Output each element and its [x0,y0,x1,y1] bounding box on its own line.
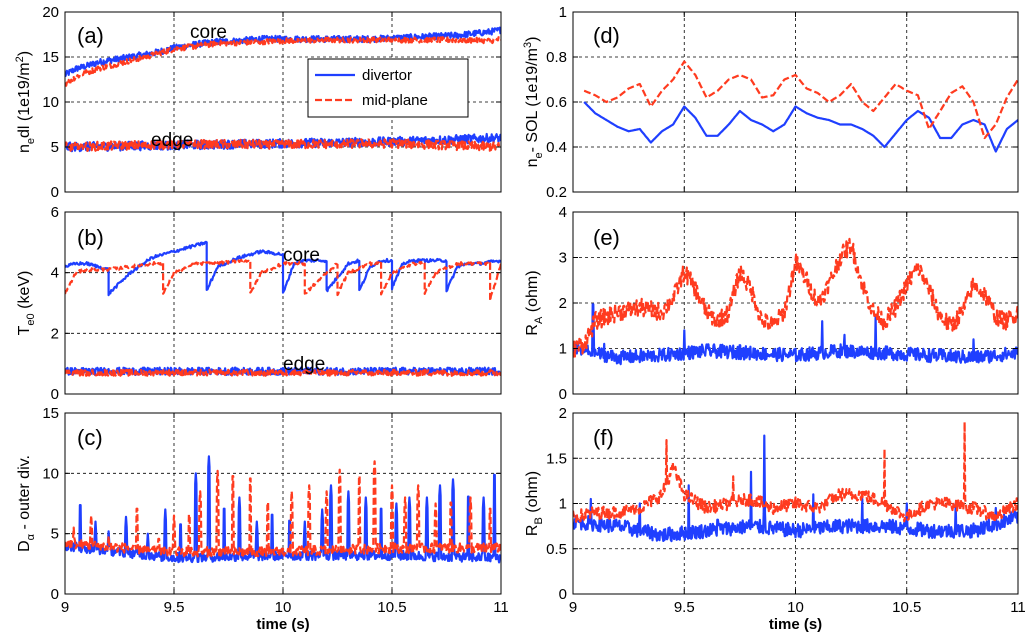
x-tick-label: 10.5 [892,599,921,616]
x-tick-label: 11 [1010,599,1026,616]
y-tick-label: 15 [42,49,59,66]
series-divertor-line [583,101,1018,153]
y-axis-label: nedl (1e19/m2) [14,51,37,153]
y-tick-label: 0.4 [546,139,567,156]
series-divertor-line [573,434,1018,543]
y-tick-label: 0.5 [546,541,567,558]
y-tick-label: 2 [559,295,567,312]
y-tick-label: 0 [51,386,59,403]
y-axis-label: RA (ohm) [524,270,545,335]
x-tick-label: 9.5 [674,599,695,616]
y-axis-label: Dα - outer div. [16,455,37,552]
y-tick-label: 5 [51,139,59,156]
x-tick-label: 10 [787,599,804,616]
x-axis-label: time (s) [256,616,309,633]
y-tick-label: 10 [42,94,59,111]
y-tick-label: 4 [51,265,59,282]
y-tick-label: 3 [559,250,567,267]
series-mid-plane-line [573,421,1018,523]
panel-label: (b) [77,225,104,250]
panel-b: 0 2 4 6 Te0 (keV) (b) core edge [16,204,502,403]
legend: divertor mid-plane [307,58,469,118]
y-tick-label: 1.5 [546,450,567,467]
series-mid-plane-line [65,460,501,558]
panel-label: (d) [593,23,620,48]
panel-d: 0.2 0.4 0.6 0.8 1 ne- SOL (1e19/m3) (d) [522,4,1019,201]
y-tick-label: 0 [559,586,567,603]
y-tick-label: 4 [559,204,567,221]
y-tick-label: 0 [559,386,567,403]
series-divertor-line [573,303,1018,366]
legend-mid-plane-label: mid-plane [362,92,428,109]
y-tick-label: 1 [559,341,567,358]
series-mid-plane-line [573,237,1018,358]
y-tick-label: 20 [42,4,59,21]
y-tick-label: 0.6 [546,94,567,111]
panel-label: (a) [77,23,104,48]
x-tick-label: 9.5 [164,599,185,616]
panel-c: 0 5 10 15 9 9.5 10 10.5 11 time (s) Dα - outer div… [16,405,509,633]
annotation-core: core [190,22,227,43]
annotation-core: core [283,245,320,266]
y-axis-label: Te0 (keV) [16,271,37,336]
panel-label: (c) [77,425,103,450]
y-tick-label: 0 [51,184,59,201]
x-axis-label: time (s) [769,616,822,633]
x-tick-label: 11 [493,599,509,616]
annotation-edge: edge [151,130,193,151]
y-tick-label: 1 [559,496,567,513]
series-divertor-line [65,26,501,78]
y-tick-label: 6 [51,204,59,221]
y-tick-label: 5 [51,526,59,543]
x-tick-label: 10 [275,599,292,616]
series-mid-plane-line [65,138,501,153]
series-mid-plane-line [65,368,501,377]
series-mid-plane-line [583,60,1018,140]
annotation-edge: edge [283,354,325,375]
y-tick-label: 0.2 [546,184,567,201]
y-tick-label: 2 [51,325,59,342]
y-tick-label: 2 [559,405,567,422]
series-mid-plane-line [65,36,501,87]
y-tick-label: 1 [559,4,567,21]
y-tick-label: 0.8 [546,49,567,66]
y-axis-label: RB (ohm) [524,471,545,536]
y-axis-label: ne- SOL (1e19/m3) [522,37,545,168]
legend-divertor-label: divertor [362,67,412,84]
x-tick-label: 9 [569,599,577,616]
y-tick-label: 10 [42,465,59,482]
panel-label: (f) [593,425,614,450]
panel-e: 0 1 2 3 4 RA (ohm) (e) [524,204,1019,403]
x-tick-label: 9 [61,599,69,616]
panel-a: 0 5 10 15 20 nedl (1e19/m2) (a) core edge diverto… [14,4,502,201]
y-tick-label: 15 [42,405,59,422]
panel-label: (e) [593,225,620,250]
series-mid-plane-line [65,258,501,302]
y-tick-label: 0 [51,586,59,603]
x-tick-label: 10.5 [377,599,406,616]
panel-f: 0 0.5 1 1.5 2 9 9.5 10 10.5 11 time (s) RB (ohm) (f) [524,405,1026,633]
